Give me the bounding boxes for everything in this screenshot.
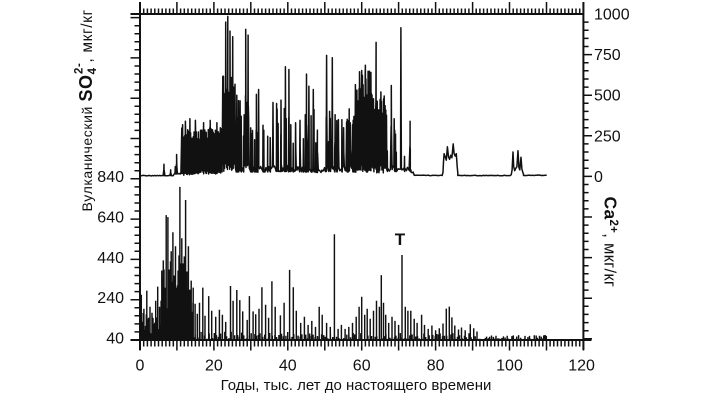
svg-text:500: 500 xyxy=(594,88,621,105)
svg-text:0: 0 xyxy=(136,357,145,374)
svg-text:640: 640 xyxy=(97,210,124,227)
svg-text:Ca2+, мкг/кг: Ca2+, мкг/кг xyxy=(601,197,621,288)
svg-text:750: 750 xyxy=(594,47,621,64)
svg-text:40: 40 xyxy=(279,357,297,374)
svg-text:40: 40 xyxy=(106,330,124,347)
svg-text:80: 80 xyxy=(427,357,445,374)
svg-text:120: 120 xyxy=(568,357,595,374)
svg-text:840: 840 xyxy=(97,169,124,186)
svg-text:1000: 1000 xyxy=(594,7,630,24)
svg-text:T: T xyxy=(395,230,406,249)
svg-text:Годы, тыс. лет до настоящего в: Годы, тыс. лет до настоящего времени xyxy=(221,377,492,394)
svg-text:240: 240 xyxy=(97,290,124,307)
svg-text:440: 440 xyxy=(97,250,124,267)
svg-text:0: 0 xyxy=(594,169,603,186)
svg-text:20: 20 xyxy=(205,357,223,374)
svg-text:100: 100 xyxy=(496,357,523,374)
svg-text:250: 250 xyxy=(594,128,621,145)
svg-text:60: 60 xyxy=(353,357,371,374)
